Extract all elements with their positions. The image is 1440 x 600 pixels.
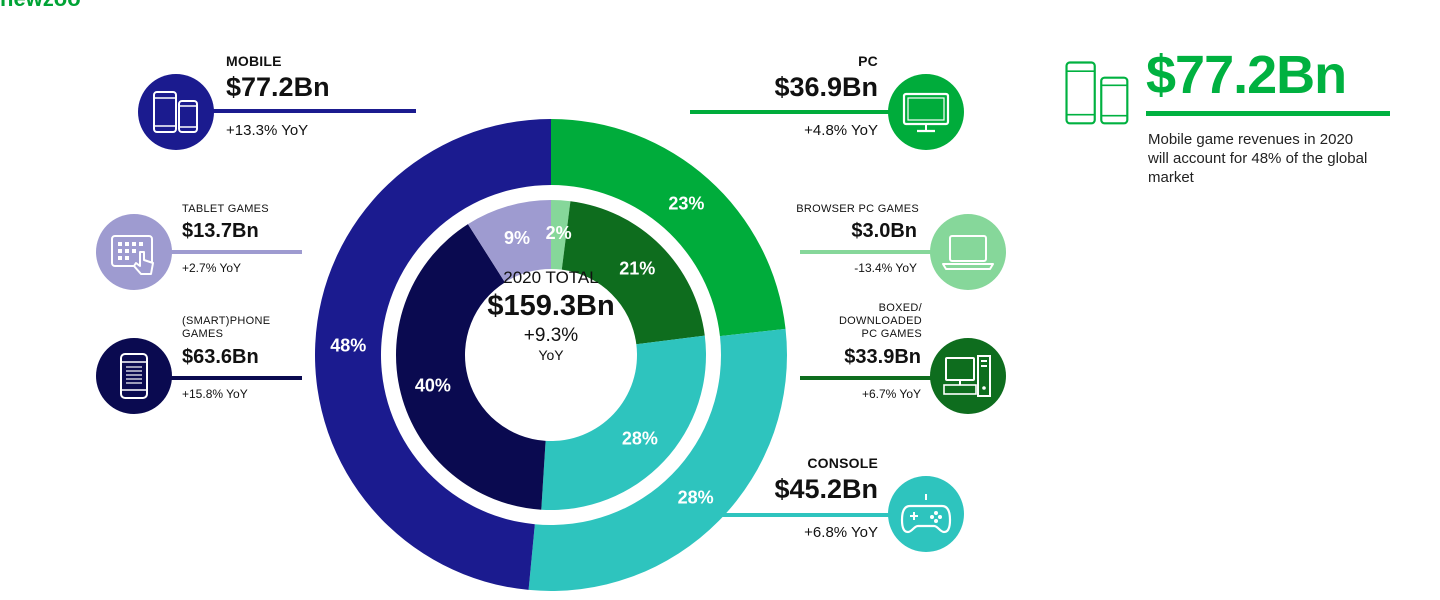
console-label: CONSOLE [807, 455, 878, 471]
phone-tablet-icon [153, 91, 198, 133]
gamepad-icon [900, 494, 952, 534]
inner-ring-slice-console [541, 335, 706, 510]
outer-ring [314, 119, 788, 591]
mobile-label: MOBILE [226, 53, 282, 69]
tablet-connector [152, 250, 302, 254]
brand-logo: newzoo [0, 0, 81, 12]
tablet-yoy: +2.7% YoY [182, 261, 242, 275]
inner-ring-slice-browser-pc-games [551, 200, 571, 270]
smartphone-icon-badge [96, 338, 172, 414]
monitor-icon [902, 92, 950, 133]
outer-ring-label-0: 23% [668, 194, 704, 214]
boxed-connector [800, 376, 970, 380]
center-growth: +9.3% [523, 325, 579, 346]
tablet-value: $13.7Bn [182, 220, 259, 242]
pc-icon-badge [888, 74, 964, 150]
browser-label: BROWSER PC GAMES [796, 203, 919, 215]
outer-ring-label-1: 28% [678, 487, 714, 507]
inner-ring-slice-smart-phone-games [395, 224, 546, 510]
boxed-icon-badge [930, 338, 1006, 414]
browser-connector [800, 250, 970, 254]
outer-ring-label-2: 48% [330, 335, 366, 355]
smartphone-value: $63.6Bn [182, 346, 259, 368]
mobile-yoy: +13.3% YoY [226, 122, 309, 139]
inner-ring-label-4: 9% [504, 228, 530, 248]
pc-value: $36.9Bn [774, 72, 878, 102]
outer-ring-slice-console [528, 328, 788, 591]
tablet-icon-badge [96, 214, 172, 290]
boxed-label: BOXED/ DOWNLOADED PC GAMES [838, 302, 922, 340]
desktop-computer-icon [943, 355, 991, 397]
mobile-value: $77.2Bn [226, 72, 330, 102]
boxed-yoy: +6.7% YoY [861, 387, 921, 401]
smartphone-connector [152, 376, 302, 380]
outer-ring-slice-mobile [314, 119, 551, 590]
console-icon-badge [888, 476, 964, 552]
center-total: $159.3Bn [487, 290, 615, 322]
center-title: 2020 TOTAL [503, 268, 599, 287]
inner-ring [395, 200, 706, 510]
center-summary: 2020 TOTAL $159.3Bn +9.3% YoY [471, 268, 631, 363]
tablet-touch-icon [111, 235, 154, 275]
outer-ring-slice-pc [551, 119, 786, 337]
mobile-icon-badge [138, 74, 214, 150]
smartphone-yoy: +15.8% YoY [182, 387, 248, 401]
console-connector [680, 513, 926, 517]
ring-labels: 23% 28% 48% 2% 21% 28% 40% 9% [330, 194, 713, 508]
pc-label: PC [858, 53, 878, 69]
callout-icon [1060, 56, 1130, 125]
pc-connector [690, 110, 926, 114]
console-yoy: +6.8% YoY [804, 524, 878, 541]
phone-tablet-icon [1065, 61, 1129, 125]
inner-ring-label-1: 21% [619, 259, 655, 279]
laptop-icon [942, 235, 994, 270]
callout-value: $77.2Bn [1146, 45, 1347, 105]
inner-ring-label-3: 40% [415, 375, 451, 395]
inner-ring-slice-tablet-games [467, 200, 551, 283]
inner-ring-label-0: 2% [546, 223, 572, 243]
callout-underline [1146, 111, 1390, 116]
console-value: $45.2Bn [774, 474, 878, 504]
browser-value: $3.0Bn [851, 220, 917, 242]
browser-yoy: -13.4% YoY [854, 261, 917, 275]
smartphone-icon [120, 353, 148, 399]
browser-icon-badge [930, 214, 1006, 290]
center-growth-unit: YoY [538, 347, 564, 363]
smartphone-label: (SMART)PHONE GAMES [182, 315, 271, 340]
inner-ring-slice-boxed-downloaded-pc-games [561, 201, 705, 345]
inner-ring-label-2: 28% [622, 429, 658, 449]
callout-text: Mobile game revenues in 2020 will accoun… [1148, 131, 1368, 186]
tablet-label: TABLET GAMES [182, 203, 269, 215]
mobile-connector [196, 109, 416, 113]
boxed-value: $33.9Bn [844, 346, 921, 368]
pc-yoy: +4.8% YoY [804, 122, 878, 139]
